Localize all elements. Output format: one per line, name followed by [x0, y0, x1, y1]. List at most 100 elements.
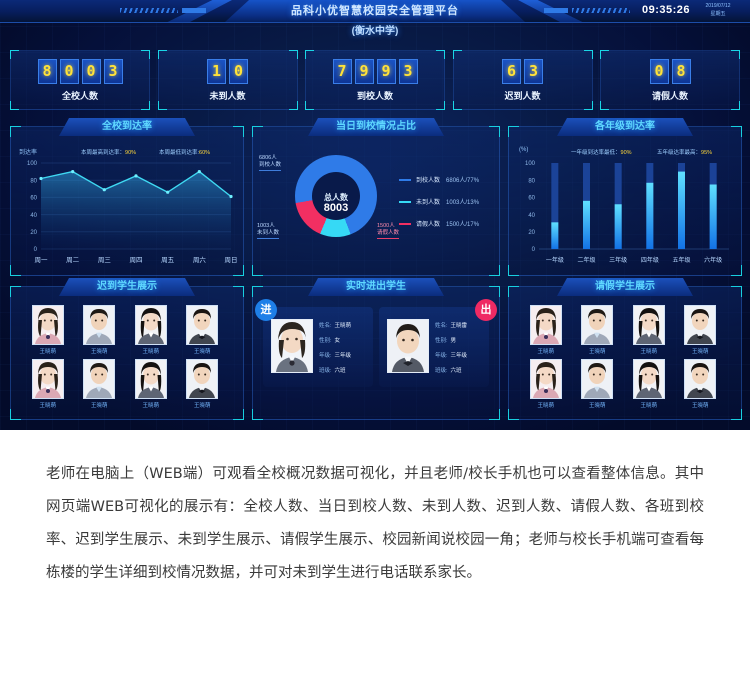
kpi-digit: 0	[59, 59, 79, 84]
svg-text:周四: 周四	[130, 256, 143, 264]
leave-students-grid: 王晓萌 王晓萌 王晓萌 王晓萌 王晓萌 王晓萌 王晓萌 王晓萌	[523, 305, 723, 409]
svg-text:60: 60	[528, 196, 535, 202]
svg-text:20: 20	[528, 230, 535, 236]
student-cell[interactable]: 王晓萌	[25, 359, 71, 409]
student-cell[interactable]: 王晓萌	[128, 359, 174, 409]
clock-date: 2019/07/12 星期五	[694, 2, 742, 18]
student-photo	[632, 359, 665, 399]
panel-arrival-rate: 全校到达率 到达率 本周最高到达率：90% 本周最低到达率:60% 0 20 40 6…	[10, 126, 244, 276]
svg-text:100: 100	[525, 161, 536, 167]
student-cell[interactable]: 王晓萌	[180, 359, 226, 409]
kpi-digit: 6	[502, 59, 521, 84]
student-avatar-icon	[272, 320, 312, 372]
field-class: 班级: 六班	[319, 368, 346, 374]
inout-card-out[interactable]: 出 姓名: 王晓雷 性别: 男 年级: 三年级 班级: 六班	[379, 299, 497, 387]
panel-today-ratio: 当日到校情况占比 总人数 8003 6806人 到校人数 1003人 未到人数 …	[252, 126, 500, 276]
header-bar-right-icon	[544, 8, 568, 13]
student-cell[interactable]: 王晓萌	[678, 359, 724, 409]
student-photo	[83, 359, 116, 399]
weekday-text: 星期五	[710, 11, 726, 17]
svg-text:60: 60	[30, 196, 37, 202]
student-name: 王晓萌	[193, 349, 211, 355]
svg-text:周一: 周一	[35, 256, 49, 264]
donut-chart[interactable]: 总人数 8003	[295, 155, 377, 237]
student-cell[interactable]: 王晓萌	[678, 305, 724, 355]
student-name: 王晓萌	[142, 403, 159, 409]
donut-legend-arrived[interactable]: 到校人数 6806人/77%	[399, 175, 479, 184]
student-cell[interactable]: 王晓萌	[626, 305, 672, 355]
panel-realtime-inout: 实时进出学生 进 姓名: 王晓萌 性别: 女	[252, 286, 500, 420]
kpi-digit: 0	[229, 59, 248, 84]
student-cell[interactable]: 王晓萌	[575, 359, 621, 409]
donut-legend-leave[interactable]: 请假人数 1500人/17%	[399, 219, 479, 228]
out-fields: 姓名: 王晓雷 性别: 男 年级: 三年级 班级: 六班	[435, 321, 467, 381]
student-photo	[186, 359, 219, 399]
svg-text:40: 40	[528, 213, 535, 219]
panel-title: 各年级到达率	[557, 118, 693, 136]
student-photo	[684, 359, 717, 399]
svg-text:20: 20	[30, 230, 37, 236]
kpi-digit: 8	[37, 59, 57, 84]
student-cell[interactable]: 王晓萌	[180, 305, 226, 355]
svg-text:周三: 周三	[98, 256, 112, 264]
bar-chart[interactable]: 0 20 40 60 80 100 一年级 二年级 三年级 四年级 五年级 六年级	[517, 159, 735, 267]
student-cell[interactable]: 王晓萌	[25, 305, 71, 355]
line-annotation-max: 本周最高到达率：90%	[81, 150, 137, 156]
student-cell[interactable]: 王晓萌	[523, 305, 569, 355]
svg-text:40: 40	[30, 213, 37, 219]
svg-text:0: 0	[34, 247, 38, 253]
student-photo	[134, 305, 167, 345]
header-stripes-left-icon	[120, 8, 178, 13]
kpi-label: 未到人数	[209, 91, 246, 101]
student-photo	[134, 359, 167, 399]
app-title: 品科小优智慧校园安全管理平台	[291, 5, 459, 17]
student-cell[interactable]: 王晓萌	[77, 305, 123, 355]
panel-title: 当日到校情况占比	[308, 118, 444, 136]
inout-card-in[interactable]: 进 姓名: 王晓萌 性别: 女 年级: 三年级	[255, 299, 373, 387]
field-gender: 性别: 男	[435, 338, 457, 344]
line-chart-ylabel: 到达率	[19, 150, 38, 156]
in-badge: 进	[255, 299, 277, 321]
student-name: 王晓萌	[537, 349, 554, 355]
student-photo	[632, 305, 665, 345]
late-students-grid: 王晓萌 王晓萌 王晓萌 王晓萌 王晓萌 王晓萌 王晓萌 王晓萌	[25, 305, 225, 409]
kpi-digit: 3	[103, 59, 123, 84]
student-cell[interactable]: 王晓萌	[626, 359, 672, 409]
kpi-digit: 7	[332, 59, 352, 84]
donut-hole: 总人数 8003	[312, 172, 360, 220]
kpi-digit: 0	[649, 59, 669, 84]
line-chart[interactable]: 0 20 40 60 80 100 周一 周二 周三 周四 周五 周六 周日	[19, 159, 238, 267]
panel-title: 实时进出学生	[308, 278, 444, 296]
student-photo	[387, 319, 429, 373]
app-header: 品科小优智慧校园安全管理平台 09:35:26 2019/07/12 星期五	[0, 0, 750, 23]
svg-text:五年级: 五年级	[672, 256, 690, 264]
donut-callout-leave: 1500人 请假人数	[377, 223, 400, 239]
kpi-label: 请假人数	[651, 91, 688, 101]
svg-text:六年级: 六年级	[704, 256, 722, 264]
student-name: 王晓萌	[691, 349, 709, 355]
kpi-label: 迟到人数	[504, 91, 541, 101]
student-photo	[684, 305, 717, 345]
student-cell[interactable]: 王晓萌	[575, 305, 621, 355]
panel-leave-students: 请假学生展示 王晓萌 王晓萌 王晓萌 王晓萌 王晓萌 王晓萌 王晓萌 王晓萌	[508, 286, 742, 420]
student-cell[interactable]: 王晓萌	[77, 359, 123, 409]
header-bar-left-icon	[182, 8, 206, 13]
student-name: 王晓萌	[39, 349, 56, 355]
header-center-banner	[225, 0, 525, 22]
panel-grade-rate: 各年级到达率 (%) 一年级到达率最低：90% 五年级达率最高：95% 0 20 4…	[508, 126, 742, 276]
student-cell[interactable]: 王晓萌	[523, 359, 569, 409]
student-name: 王晓萌	[39, 403, 56, 409]
kpi-digit: 1	[207, 59, 226, 84]
donut-legend-absent[interactable]: 未到人数 1003人/13%	[399, 197, 479, 206]
student-cell[interactable]: 王晓萌	[128, 305, 174, 355]
svg-text:周日: 周日	[225, 256, 238, 264]
